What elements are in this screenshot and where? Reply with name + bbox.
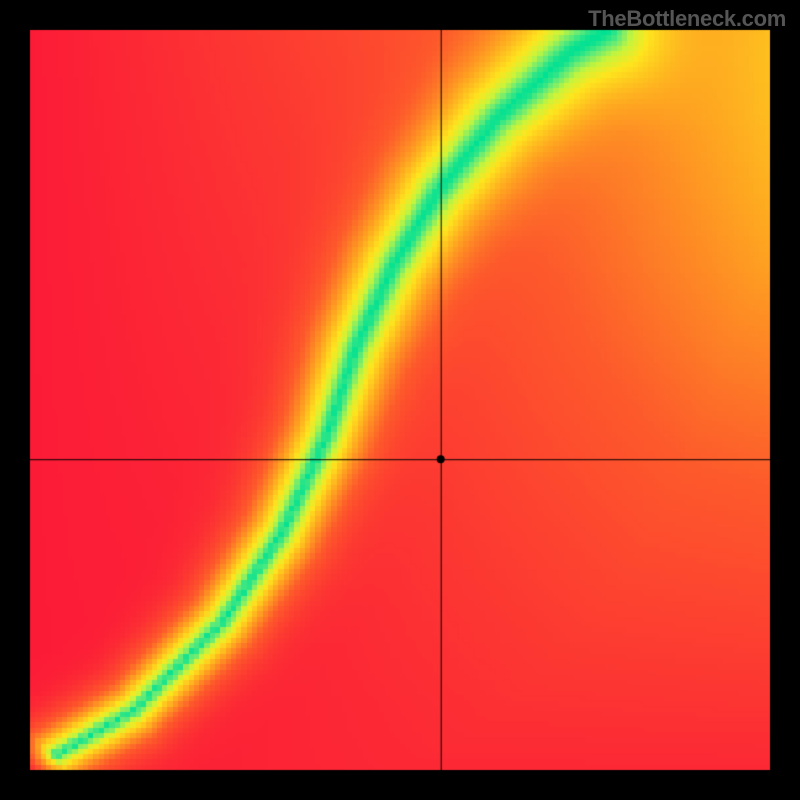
watermark-text: TheBottleneck.com: [588, 6, 786, 32]
heatmap-canvas: [0, 0, 800, 800]
chart-container: TheBottleneck.com: [0, 0, 800, 800]
